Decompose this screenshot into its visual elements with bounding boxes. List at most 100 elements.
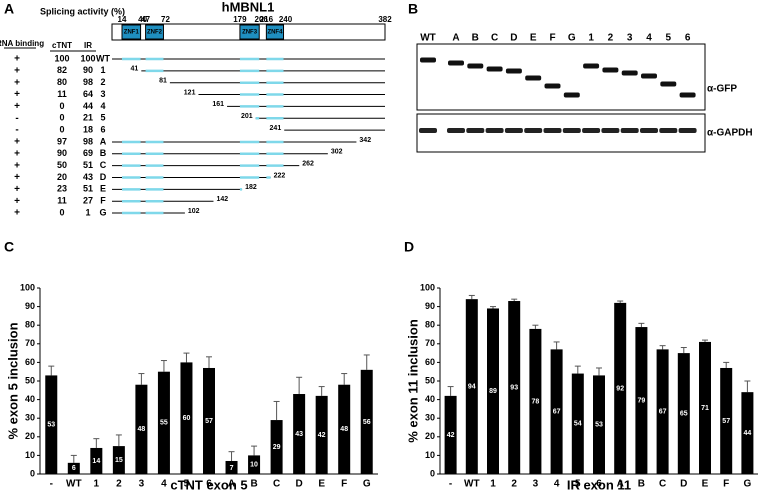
position-label: 142 (216, 196, 228, 203)
position-label: 81 (159, 78, 167, 85)
domain-label: ZNF2 (147, 30, 163, 36)
lane-label: A (452, 33, 459, 44)
y-tick-label: 30 (25, 413, 35, 423)
znf-domain (121, 24, 142, 40)
blot-gfp (416, 43, 706, 111)
band (660, 81, 677, 87)
binding: - (15, 113, 18, 124)
activity-ctnt: 20 (57, 172, 67, 182)
activity-ctnt: 0 (59, 124, 64, 134)
band (544, 83, 561, 89)
y-tick-label: 60 (25, 357, 35, 367)
bar (90, 447, 103, 474)
lane-label: 2 (608, 33, 614, 44)
band (485, 128, 504, 133)
activity-ctnt: 100 (54, 53, 69, 63)
x-tick-label: 2 (116, 479, 122, 490)
data-label: 53 (47, 422, 55, 429)
x-tick-label: F (341, 479, 347, 490)
binding: + (14, 65, 20, 76)
bar (315, 395, 328, 474)
x-tick-label: 1 (94, 479, 100, 490)
domain-label: ZNF3 (242, 30, 258, 36)
lane-label: B (472, 33, 479, 44)
binding: + (14, 208, 20, 219)
bar (699, 341, 711, 474)
position-label: 182 (245, 184, 257, 191)
y-tick-label: 10 (425, 450, 435, 460)
position-label: 161 (212, 101, 224, 108)
lane-label: 6 (685, 33, 691, 44)
data-label: 92 (616, 385, 624, 392)
data-label: 57 (205, 418, 213, 425)
bar (741, 392, 754, 474)
domain-label: ZNF1 (124, 30, 140, 36)
bar (465, 299, 478, 474)
y-tick-label: 10 (25, 450, 35, 460)
bar (112, 446, 125, 474)
antibody-label: α-GFP (707, 84, 737, 95)
binding: + (14, 54, 20, 65)
data-label: 55 (160, 420, 168, 427)
x-tick-label: B (638, 479, 645, 490)
activity-ctnt: 82 (57, 65, 67, 75)
y-tick-label: 100 (20, 282, 35, 292)
activity-ctnt: 0 (59, 207, 64, 217)
data-label: 43 (295, 431, 303, 438)
y-tick-label: 40 (425, 394, 435, 404)
znf-domain (265, 24, 285, 40)
data-label: 53 (595, 422, 603, 429)
data-label: 48 (138, 426, 146, 433)
lane-label: 3 (627, 33, 633, 44)
band (419, 128, 437, 133)
data-label: 67 (553, 409, 561, 416)
data-label: 7 (230, 465, 234, 472)
lane-label: 1 (588, 33, 594, 44)
activity-ir: 64 (83, 89, 93, 99)
bar (67, 462, 80, 474)
band (582, 128, 601, 133)
bar (614, 302, 627, 474)
x-tick-label: WT (66, 479, 82, 490)
bar (180, 362, 193, 474)
header: IR (84, 41, 92, 50)
y-tick-label: 50 (425, 375, 435, 385)
x-tick-label: 4 (554, 479, 560, 490)
blot-gapdh (416, 113, 706, 153)
position-label: 342 (359, 137, 371, 144)
y-tick-label: 70 (25, 338, 35, 348)
lane-label: D (510, 33, 517, 44)
data-label: 56 (363, 419, 371, 426)
x-tick-label: 6 (206, 479, 212, 490)
bar (593, 375, 605, 474)
activity-ir: 51 (83, 184, 93, 194)
bar (571, 373, 584, 474)
data-label: 6 (72, 465, 76, 472)
znf-domain (239, 24, 260, 40)
bar (293, 394, 306, 474)
activity-ctnt: 50 (57, 160, 67, 170)
y-tick-label: 40 (25, 394, 35, 404)
binding: + (14, 101, 20, 112)
bar (508, 301, 521, 474)
x-axis-title: cTNT exon 5 (170, 477, 247, 492)
data-label: 48 (340, 426, 348, 433)
y-tick-label: 80 (425, 320, 435, 330)
construct-name: 3 (100, 89, 105, 99)
band (620, 128, 639, 133)
y-tick-label: 90 (25, 301, 35, 311)
position-label: 47 (141, 15, 150, 24)
y-tick-label: 90 (425, 301, 435, 311)
position-label: 179 (233, 15, 247, 24)
activity-ir: 1 (85, 207, 90, 217)
band (583, 63, 600, 69)
activity-ir: 51 (83, 160, 93, 170)
position-label: 206 (255, 15, 269, 24)
bar (720, 367, 733, 474)
znf-domain (145, 24, 164, 40)
lane-label: 4 (646, 33, 652, 44)
data-label: 71 (701, 405, 709, 412)
x-tick-label: 2 (511, 479, 517, 490)
construct-name: 5 (100, 113, 105, 123)
